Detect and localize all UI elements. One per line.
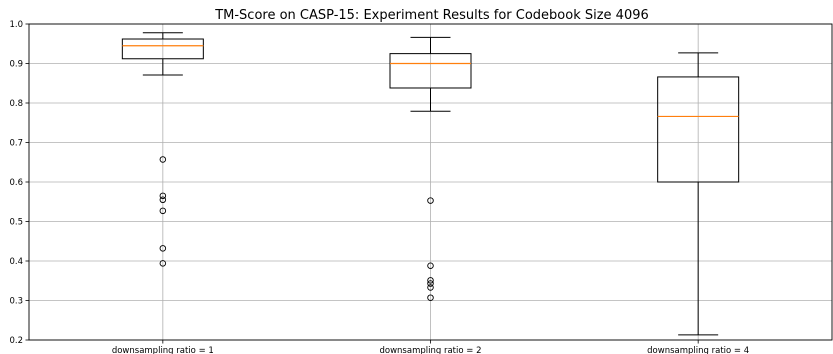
plot-area (121, 32, 740, 336)
axes-frame (28, 23, 833, 341)
box-group-3 (657, 52, 740, 336)
outlier-point (427, 284, 434, 291)
outlier-point (427, 280, 434, 287)
x-tick-label: downsampling ratio = 4 (647, 346, 749, 354)
outlier-point (159, 192, 167, 200)
outlier-point (159, 245, 167, 252)
outlier-point (159, 196, 167, 204)
outlier-point (427, 294, 434, 301)
x-tick-label: downsampling ratio = 1 (112, 346, 214, 354)
y-tick-label: 0.3 (9, 297, 23, 307)
box-group-1 (121, 32, 204, 267)
y-tick-label: 0.6 (9, 178, 23, 188)
axes: 0.2 0.3 0.4 0.5 0.6 0.7 0.8 0.9 1.0 downsampling … (9, 20, 833, 354)
y-tick-label: 0.7 (9, 139, 23, 149)
box-iqr (121, 38, 204, 60)
box-group-2 (389, 36, 472, 301)
outlier-point (159, 207, 167, 215)
y-tick-label: 0.9 (9, 60, 23, 70)
y-tick-label: 0.2 (9, 336, 23, 346)
y-tick-label: 0.4 (9, 257, 23, 267)
outlier-point (427, 262, 434, 269)
outlier-point (427, 197, 434, 204)
x-tick-label: downsampling ratio = 2 (380, 346, 482, 354)
y-tick-label: 0.5 (9, 218, 23, 228)
outlier-point (159, 260, 167, 267)
chart-title: TM-Score on CASP-15: Experiment Results … (214, 8, 649, 23)
box-iqr (657, 76, 740, 183)
outlier-point (159, 156, 167, 163)
box-iqr (389, 53, 472, 89)
y-tick-label: 1.0 (9, 20, 23, 30)
y-tick-label: 0.8 (9, 99, 23, 109)
outlier-point (427, 277, 434, 284)
